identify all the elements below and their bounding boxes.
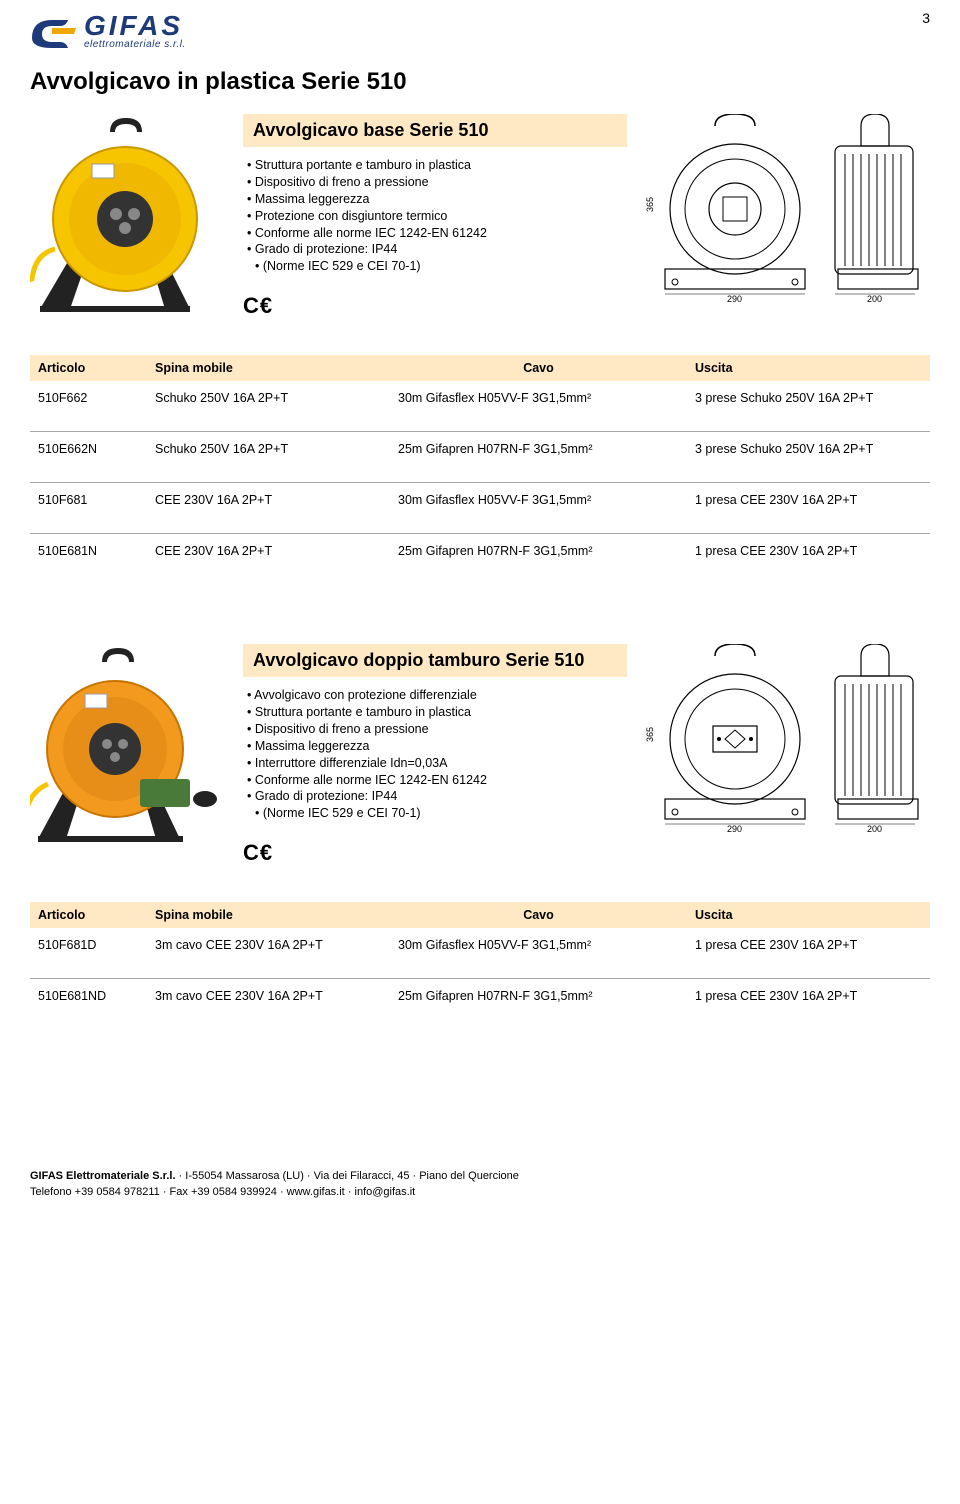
bullet: Struttura portante e tamburo in plastica <box>247 157 627 174</box>
table-2: Articolo Spina mobile Cavo Uscita 510F68… <box>30 902 930 1029</box>
footer-address: · I-55054 Massarosa (LU) · Via dei Filar… <box>176 1170 519 1182</box>
td: 1 presa CEE 230V 16A 2P+T <box>687 979 930 1030</box>
td: CEE 230V 16A 2P+T <box>147 534 390 585</box>
diagram-1: 365 290 200 <box>645 114 930 304</box>
section-2-bullets: Avvolgicavo con protezione differenziale… <box>243 687 627 822</box>
td: 3m cavo CEE 230V 16A 2P+T <box>147 928 390 979</box>
td: 25m Gifapren H07RN-F 3G1,5mm² <box>390 979 687 1030</box>
table-row: 510E681N CEE 230V 16A 2P+T 25m Gifapren … <box>30 534 930 585</box>
td: 510E681ND <box>30 979 147 1030</box>
td: Schuko 250V 16A 2P+T <box>147 381 390 432</box>
td: 30m Gifasflex H05VV-F 3G1,5mm² <box>390 381 687 432</box>
td: CEE 230V 16A 2P+T <box>147 483 390 534</box>
th: Uscita <box>687 355 930 381</box>
product-image-2 <box>30 644 225 844</box>
footer-company: GIFAS Elettromateriale S.r.l. <box>30 1170 176 1182</box>
svg-text:200: 200 <box>867 824 882 834</box>
th: Cavo <box>390 355 687 381</box>
table-row: 510F681 CEE 230V 16A 2P+T 30m Gifasflex … <box>30 483 930 534</box>
table-row: 510E681ND 3m cavo CEE 230V 16A 2P+T 25m … <box>30 979 930 1030</box>
logo-brand: GIFAS <box>84 12 186 40</box>
bullet: Avvolgicavo con protezione differenziale <box>247 687 627 704</box>
th: Spina mobile <box>147 902 390 928</box>
td: 3m cavo CEE 230V 16A 2P+T <box>147 979 390 1030</box>
bullet: Dispositivo di freno a pressione <box>247 721 627 738</box>
td: 510E681N <box>30 534 147 585</box>
bullet: Struttura portante e tamburo in plastica <box>247 704 627 721</box>
bullet: Grado di protezione: IP44 <box>247 241 627 258</box>
th: Uscita <box>687 902 930 928</box>
bullet: Conforme alle norme IEC 1242-EN 61242 <box>247 225 627 242</box>
bullet-sub: (Norme IEC 529 e CEI 70-1) <box>247 805 627 822</box>
section-2-title: Avvolgicavo doppio tamburo Serie 510 <box>243 644 627 677</box>
td: 1 presa CEE 230V 16A 2P+T <box>687 928 930 979</box>
section-1-title: Avvolgicavo base Serie 510 <box>243 114 627 147</box>
svg-text:290: 290 <box>727 294 742 304</box>
diagram-2: 365 290 200 <box>645 644 930 834</box>
td: 510F681D <box>30 928 147 979</box>
svg-text:365: 365 <box>645 727 655 742</box>
th: Cavo <box>390 902 687 928</box>
table-row: 510F662 Schuko 250V 16A 2P+T 30m Gifasfl… <box>30 381 930 432</box>
td: 3 prese Schuko 250V 16A 2P+T <box>687 432 930 483</box>
logo-sub: elettromateriale s.r.l. <box>84 40 186 50</box>
td: 3 prese Schuko 250V 16A 2P+T <box>687 381 930 432</box>
td: 1 presa CEE 230V 16A 2P+T <box>687 534 930 585</box>
bullet: Conforme alle norme IEC 1242-EN 61242 <box>247 772 627 789</box>
td: 510E662N <box>30 432 147 483</box>
section-1-bullets: Struttura portante e tamburo in plastica… <box>243 157 627 275</box>
td: Schuko 250V 16A 2P+T <box>147 432 390 483</box>
bullet: Grado di protezione: IP44 <box>247 788 627 805</box>
svg-text:290: 290 <box>727 824 742 834</box>
td: 25m Gifapren H07RN-F 3G1,5mm² <box>390 432 687 483</box>
th: Spina mobile <box>147 355 390 381</box>
ce-mark-icon: C€ <box>243 840 627 866</box>
td: 25m Gifapren H07RN-F 3G1,5mm² <box>390 534 687 585</box>
td: 1 presa CEE 230V 16A 2P+T <box>687 483 930 534</box>
logo: GIFAS elettromateriale s.r.l. <box>30 0 930 50</box>
th: Articolo <box>30 902 147 928</box>
product-image-1 <box>30 114 225 314</box>
table-1: Articolo Spina mobile Cavo Uscita 510F66… <box>30 355 930 584</box>
th: Articolo <box>30 355 147 381</box>
table-row: 510E662N Schuko 250V 16A 2P+T 25m Gifapr… <box>30 432 930 483</box>
td: 510F662 <box>30 381 147 432</box>
td: 510F681 <box>30 483 147 534</box>
bullet: Interruttore differenziale Idn=0,03A <box>247 755 627 772</box>
bullet: Massima leggerezza <box>247 191 627 208</box>
bullet: Dispositivo di freno a pressione <box>247 174 627 191</box>
footer: GIFAS Elettromateriale S.r.l. · I-55054 … <box>30 1169 930 1200</box>
svg-text:200: 200 <box>867 294 882 304</box>
section-2: Avvolgicavo doppio tamburo Serie 510 Avv… <box>30 644 930 866</box>
ce-mark-icon: C€ <box>243 293 627 319</box>
table-row: 510F681D 3m cavo CEE 230V 16A 2P+T 30m G… <box>30 928 930 979</box>
page-number: 3 <box>922 10 930 26</box>
td: 30m Gifasflex H05VV-F 3G1,5mm² <box>390 483 687 534</box>
main-title: Avvolgicavo in plastica Serie 510 <box>30 68 930 96</box>
td: 30m Gifasflex H05VV-F 3G1,5mm² <box>390 928 687 979</box>
bullet-sub: (Norme IEC 529 e CEI 70-1) <box>247 258 627 275</box>
bullet: Protezione con disgiuntore termico <box>247 208 627 225</box>
bullet: Massima leggerezza <box>247 738 627 755</box>
svg-text:365: 365 <box>645 197 655 212</box>
section-1: Avvolgicavo base Serie 510 Struttura por… <box>30 114 930 319</box>
footer-contact: Telefono +39 0584 978211 · Fax +39 0584 … <box>30 1185 930 1200</box>
logo-mark-icon <box>30 14 78 48</box>
